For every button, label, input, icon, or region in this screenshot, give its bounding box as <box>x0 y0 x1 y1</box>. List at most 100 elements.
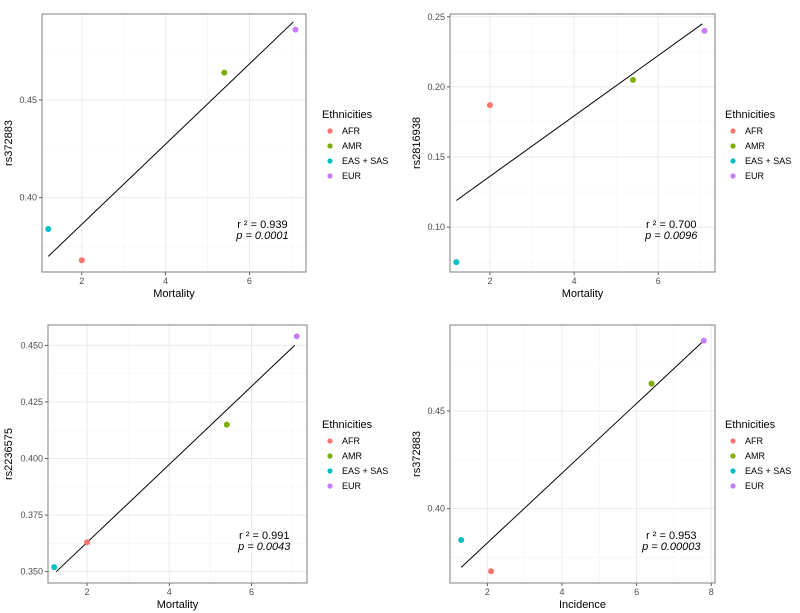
plot-border <box>449 13 716 273</box>
p-value-annotation: p = 0.0001 <box>235 230 288 242</box>
plot-border <box>449 324 716 584</box>
y-tick-label: 0.15 <box>427 152 445 162</box>
y-tick-label: 0.45 <box>427 406 445 416</box>
y-tick-label: 0.40 <box>427 504 445 514</box>
y-axis-title: rs2816938 <box>411 117 423 169</box>
x-tick-label: 4 <box>163 276 168 286</box>
x-axis-title: Mortality <box>153 288 195 300</box>
x-tick-label: 6 <box>656 276 661 286</box>
y-tick-label: 0.20 <box>427 82 445 92</box>
x-tick-label: 2 <box>85 587 90 597</box>
r-squared-annotation: r ² = 0.953 <box>646 530 696 542</box>
y-axis-title: rs372883 <box>411 431 423 477</box>
legend: Ethnicities AFR AMR EAS + SAS EUR <box>322 419 388 491</box>
legend-key-eur <box>327 173 333 179</box>
legend-title: Ethnicities <box>322 419 373 431</box>
y-tick-label: 0.350 <box>20 567 43 577</box>
data-point-eur <box>293 333 300 340</box>
plot-background <box>42 14 306 272</box>
legend-key-afr <box>730 128 736 134</box>
y-tick-label: 0.45 <box>19 95 37 105</box>
r-squared-annotation: r ² = 0.939 <box>237 219 287 231</box>
data-point-amr <box>223 421 230 428</box>
data-point-eur <box>700 337 707 344</box>
x-tick-label: 2 <box>79 276 84 286</box>
legend-title: Ethnicities <box>725 109 776 121</box>
legend-label: EAS + SAS <box>342 466 388 476</box>
x-tick-label: 2 <box>487 276 492 286</box>
x-tick-label: 8 <box>709 587 714 597</box>
data-point-afr <box>84 539 91 546</box>
plot-border <box>41 13 307 273</box>
legend-key-eur <box>327 483 333 489</box>
legend-label: AMR <box>745 451 766 461</box>
legend-key-amr <box>327 143 333 149</box>
data-point-eas-sas <box>453 259 460 266</box>
legend: Ethnicities AFR AMR EAS + SAS EUR <box>322 109 388 181</box>
plot-border <box>47 324 308 584</box>
legend-label: AMR <box>342 451 363 461</box>
p-value-annotation: p = 0.00003 <box>641 541 701 553</box>
x-axis-title: Incidence <box>559 599 606 611</box>
data-point-afr <box>486 102 493 109</box>
legend-key-eas-sas <box>730 468 736 474</box>
plot-background <box>48 325 307 583</box>
plot-background <box>450 14 715 272</box>
x-tick-label: 6 <box>249 587 254 597</box>
y-axis-title: rs372883 <box>3 120 15 166</box>
legend-key-afr <box>327 438 333 444</box>
legend-label: AFR <box>342 126 361 136</box>
y-tick-label: 0.40 <box>19 193 37 203</box>
legend-key-amr <box>730 143 736 149</box>
legend-label: EUR <box>745 171 765 181</box>
panel-3: 2 4 6 0.350 0.375 0.400 0.425 0.450 r ² = 0.991p… <box>3 324 388 611</box>
regression-line <box>456 23 703 201</box>
data-point-eur <box>292 26 299 33</box>
data-point-eas-sas <box>45 226 52 232</box>
legend-label: EUR <box>342 171 362 181</box>
r-squared-annotation: r ² = 0.991 <box>239 530 289 542</box>
x-tick-label: 2 <box>485 587 490 597</box>
legend-label: AMR <box>745 141 766 151</box>
data-point-afr <box>78 257 85 264</box>
regression-line <box>460 340 705 568</box>
x-tick-label: 4 <box>559 587 564 597</box>
legend-key-amr <box>730 453 736 459</box>
legend-key-eas-sas <box>327 158 333 164</box>
x-tick-label: 4 <box>167 587 172 597</box>
data-point-eas-sas <box>51 564 58 571</box>
y-tick-label: 0.400 <box>20 454 43 464</box>
y-tick-label: 0.375 <box>20 510 43 520</box>
legend-label: AFR <box>745 436 764 446</box>
y-tick-label: 0.425 <box>20 397 43 407</box>
y-axis-title: rs2236575 <box>3 428 15 480</box>
legend-key-eur <box>730 173 736 179</box>
data-point-amr <box>648 380 655 387</box>
x-axis-title: Mortality <box>562 288 604 300</box>
legend-label: AFR <box>342 436 361 446</box>
legend-key-afr <box>327 128 333 134</box>
legend: Ethnicities AFR AMR EAS + SAS EUR <box>725 419 791 491</box>
regression-line <box>55 345 296 573</box>
legend-label: EAS + SAS <box>745 156 791 166</box>
x-tick-label: 6 <box>247 276 252 286</box>
legend-key-amr <box>327 453 333 459</box>
legend-label: EAS + SAS <box>342 156 388 166</box>
legend-key-eur <box>730 483 736 489</box>
x-tick-label: 4 <box>572 276 577 286</box>
p-value-annotation: p = 0.0043 <box>237 541 291 553</box>
legend-key-eas-sas <box>327 468 333 474</box>
y-tick-label: 0.25 <box>427 12 445 22</box>
y-tick-label: 0.450 <box>20 340 43 350</box>
legend: Ethnicities AFR AMR EAS + SAS EUR <box>725 109 791 181</box>
legend-key-eas-sas <box>730 158 736 164</box>
legend-label: EUR <box>342 481 362 491</box>
y-tick-label: 0.10 <box>427 222 445 232</box>
legend-label: AMR <box>342 141 363 151</box>
data-point-eas-sas <box>458 537 465 543</box>
p-value-annotation: p = 0.0096 <box>644 230 698 242</box>
x-tick-label: 6 <box>634 587 639 597</box>
